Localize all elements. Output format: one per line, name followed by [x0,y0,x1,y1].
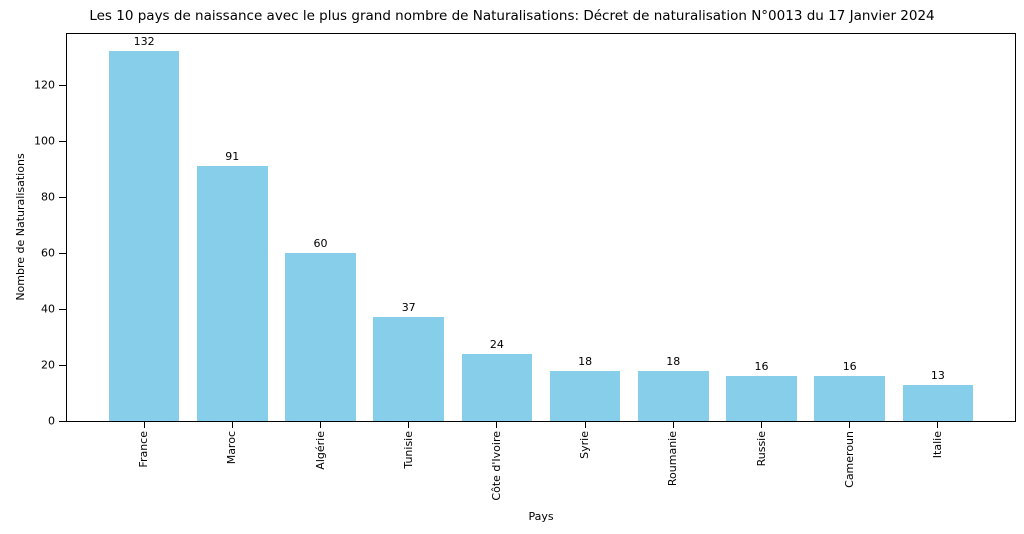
chart-title: Les 10 pays de naissance avec le plus gr… [89,8,935,24]
x-tick-label: France [137,431,151,468]
plot-area [66,33,1016,422]
bar [461,353,533,421]
bar [373,317,444,421]
y-tick-mark [59,308,66,310]
y-tick-mark [59,252,66,254]
x-tick-label: Maroc [225,431,239,465]
x-tick-mark [937,422,939,428]
y-tick-mark [59,84,66,86]
bar-value-label: 18 [578,354,593,368]
bar-value-label: 37 [401,301,416,315]
x-tick-mark [849,422,851,428]
y-tick-mark [59,196,66,198]
bar-value-label: 18 [666,354,681,368]
bar [902,384,974,421]
x-tick-label: Algérie [313,431,327,470]
x-tick-mark [231,422,233,428]
bar-value-label: 13 [930,368,945,382]
bar [638,370,709,421]
y-tick-label: 100 [34,134,55,148]
y-tick-label: 120 [34,78,55,92]
bar [726,376,797,421]
bar [197,166,268,421]
x-tick-mark [496,422,498,428]
y-tick-label: 40 [41,302,55,316]
y-tick-label: 60 [41,246,55,260]
bar [549,370,621,421]
y-tick-label: 80 [41,190,55,204]
bar [108,51,180,421]
bar-value-label: 60 [313,237,328,251]
x-tick-mark [320,422,321,428]
x-axis-label: Pays [528,510,554,523]
y-tick-mark [59,364,66,366]
bar [814,376,885,421]
y-axis-label: Nombre de Naturalisations [14,153,27,301]
bar-value-label: 24 [489,337,504,351]
x-tick-mark [672,422,674,428]
bar-value-label: 16 [754,360,769,374]
y-tick-mark [59,140,66,142]
x-tick-label: Cameroun [842,431,856,488]
bar-value-label: 91 [225,150,240,164]
bar [285,253,356,421]
x-tick-mark [408,422,410,428]
x-tick-label: Côte d'Ivoire [489,431,503,501]
x-tick-label: Italie [930,431,944,459]
x-tick-mark [761,422,762,428]
x-tick-label: Tunisie [401,431,415,469]
x-tick-label: Russie [754,431,768,467]
x-tick-mark [584,422,586,428]
y-tick-mark [59,420,66,422]
x-tick-mark [143,422,145,428]
bar-value-label: 16 [842,360,857,374]
x-tick-label: Syrie [578,431,592,459]
bar-value-label: 132 [133,35,155,49]
y-tick-label: 0 [48,414,55,428]
y-tick-label: 20 [41,358,55,372]
x-tick-label: Roumanie [666,431,680,487]
